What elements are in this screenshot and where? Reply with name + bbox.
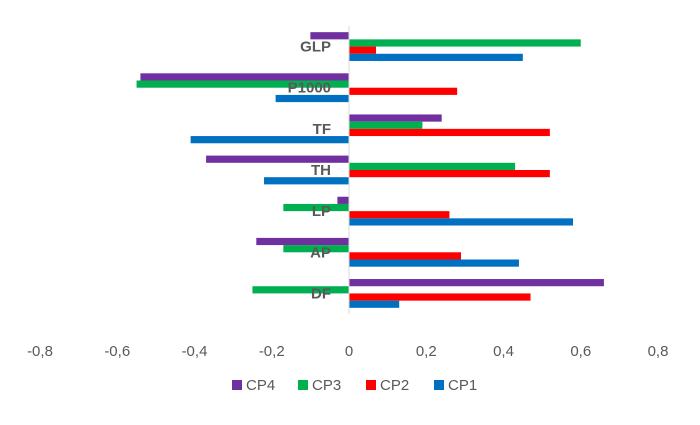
bar-cp3-p1000 [136, 80, 349, 88]
bar-cp1-th [264, 177, 349, 185]
x-tick-label: 0,2 [416, 343, 437, 360]
bar-cp3-tf [349, 121, 423, 129]
legend-label-cp3: CP3 [312, 377, 341, 394]
bar-cp4-lp [337, 196, 349, 204]
x-tick-label: 0,6 [570, 343, 591, 360]
bar-cp4-glp [310, 32, 350, 40]
bar-cp2-df [349, 293, 531, 301]
bar-cp2-tf [349, 128, 550, 137]
legend-label-cp4: CP4 [246, 377, 275, 394]
x-tick-label: -0,8 [27, 343, 53, 360]
bar-cp4-df [349, 279, 604, 287]
bar-cp1-df [349, 300, 400, 308]
category-label-tf: TF [313, 121, 331, 138]
bar-cp4-p1000 [140, 73, 349, 81]
bar-cp2-lp [349, 211, 450, 219]
legend-swatch-cp1 [434, 380, 444, 390]
bar-cp3-ap [283, 245, 349, 253]
bar-cp2-glp [349, 46, 377, 54]
legend-swatch-cp2 [366, 380, 376, 390]
bar-cp2-th [349, 170, 550, 178]
category-label-lp: LP [312, 203, 331, 220]
category-label-th: TH [311, 162, 331, 179]
bar-cp2-ap [349, 252, 462, 260]
x-tick-label: 0,8 [648, 343, 669, 360]
category-label-glp: GLP [300, 39, 331, 56]
x-tick-label: 0 [345, 343, 353, 360]
bar-cp3-df [252, 286, 349, 294]
bar-cp4-th [206, 155, 349, 163]
legend-swatch-cp4 [232, 380, 242, 390]
bar-cp4-ap [256, 237, 349, 246]
bar-cp1-tf [190, 136, 349, 144]
x-tick-label: -0,2 [259, 343, 285, 360]
legend-swatch-cp3 [298, 380, 308, 390]
x-tick-label: -0,4 [182, 343, 208, 360]
bar-cp3-lp [283, 203, 349, 212]
x-tick-label: 0,4 [493, 343, 514, 360]
x-tick-label: -0,6 [104, 343, 130, 360]
bar-cp1-glp [349, 53, 523, 61]
category-label-df: DF [311, 285, 331, 302]
bar-cp1-p1000 [275, 94, 349, 103]
bar-cp3-glp [349, 39, 581, 47]
bar-cp3-th [349, 162, 516, 170]
bar-cp2-p1000 [349, 87, 458, 95]
category-label-p1000: P1000 [288, 80, 331, 97]
category-label-ap: AP [310, 244, 331, 261]
bar-cp1-lp [349, 218, 574, 226]
legend-label-cp1: CP1 [448, 377, 477, 394]
bar-cp4-tf [349, 114, 442, 122]
bar-cp1-ap [349, 259, 519, 267]
legend-label-cp2: CP2 [380, 377, 409, 394]
